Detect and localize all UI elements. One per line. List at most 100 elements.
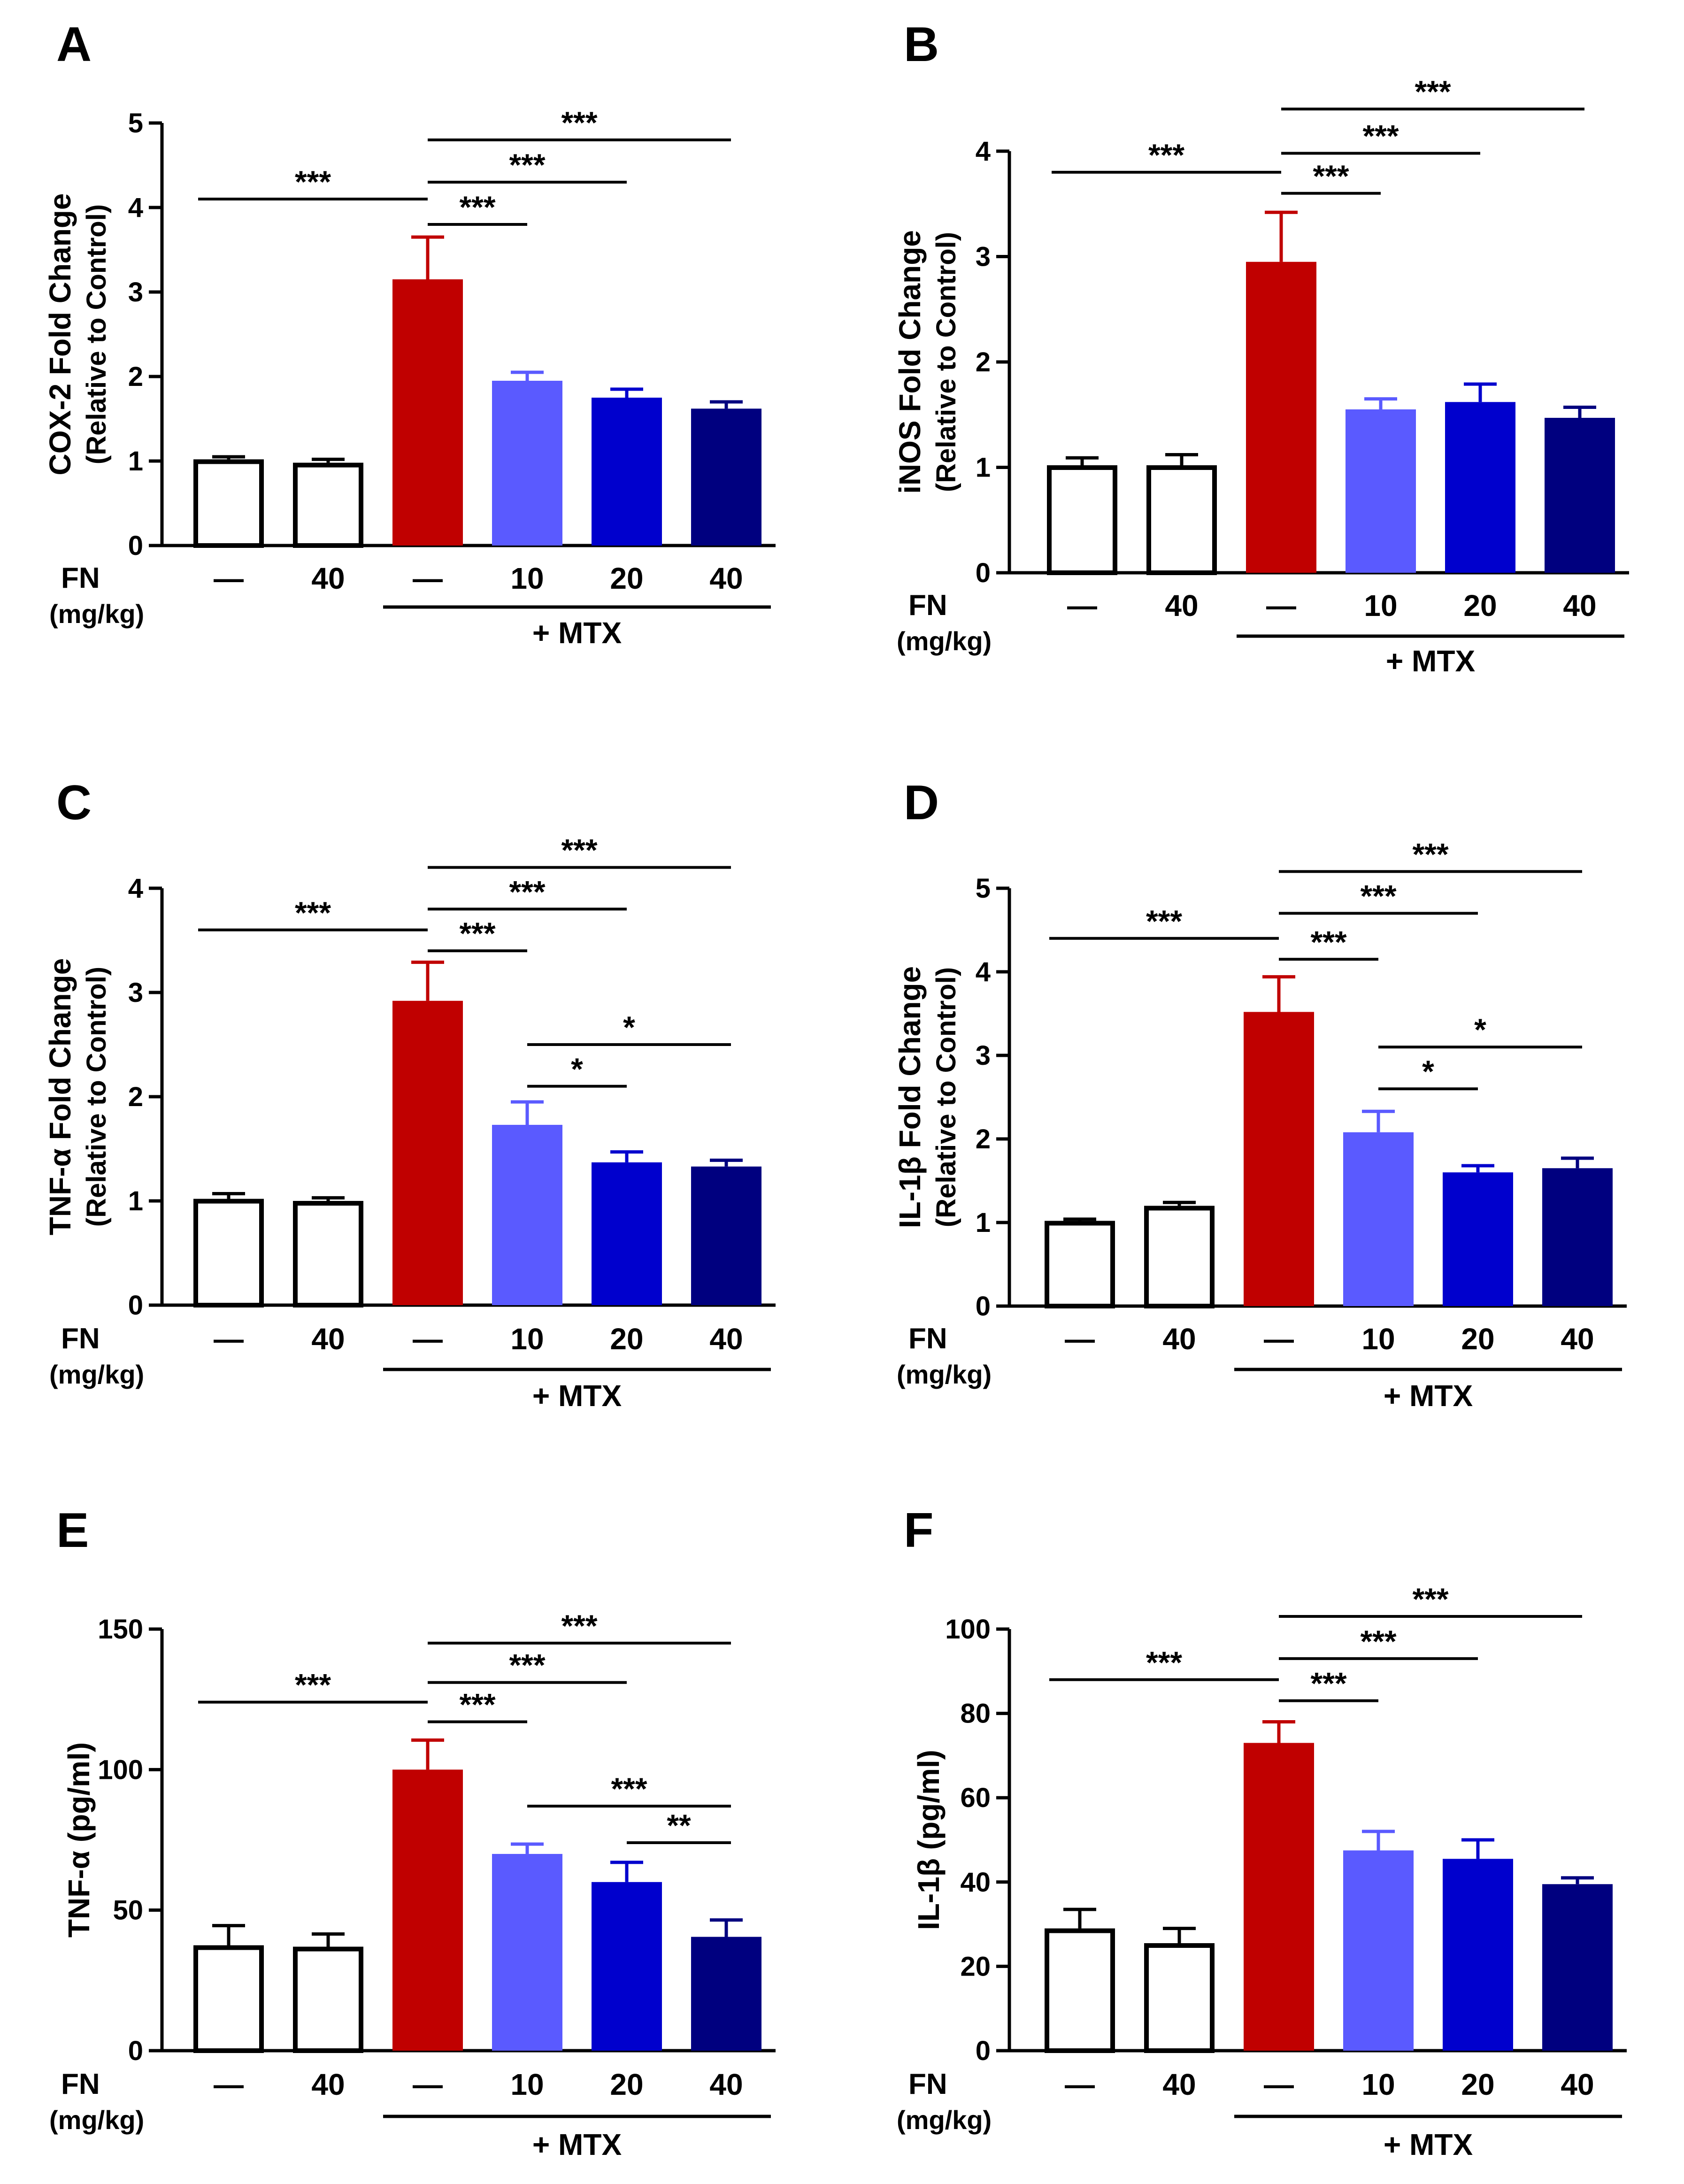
panel-f: F 0 20 40 60 80 100 IL-1β (pg/ml) *** *** *** *** FN…	[897, 1503, 1627, 2161]
dose-label: 20	[610, 561, 643, 595]
significance-label: ***	[459, 916, 495, 951]
bar-f-3	[1244, 1743, 1314, 2051]
y-tick-label: 100	[945, 1614, 991, 1645]
significance-label: *	[623, 1010, 635, 1045]
significance-label: ***	[1360, 1624, 1396, 1659]
y-tick-label: 2	[976, 347, 991, 377]
dose-label: 20	[1463, 589, 1497, 623]
panel-letter: E	[56, 1503, 89, 1558]
significance-label: ***	[295, 164, 331, 199]
y-axis-title: iNOS Fold Change	[893, 230, 927, 494]
dose-label: 10	[510, 1322, 544, 1356]
bar-e-4	[492, 1853, 562, 2051]
mtx-label: + MTX	[532, 2128, 622, 2161]
dose-label: —	[1065, 2068, 1095, 2101]
dose-label: 10	[1361, 2068, 1395, 2101]
bar-f-6	[1542, 1884, 1613, 2051]
panel-letter: A	[56, 17, 92, 72]
bar-a-1	[193, 459, 264, 548]
y-tick-label: 150	[98, 1614, 143, 1645]
y-tick-label: 40	[960, 1867, 991, 1898]
bar-b-5	[1445, 402, 1515, 573]
dose-label: —	[1266, 589, 1296, 623]
bar-c-6	[691, 1166, 761, 1305]
significance-label: ***	[1310, 1666, 1346, 1701]
y-tick-label: 4	[128, 873, 143, 904]
bar-a-3	[392, 279, 463, 546]
bar-c-1	[193, 1199, 264, 1308]
significance-label: *	[571, 1052, 583, 1086]
dose-label: —	[1264, 2068, 1294, 2101]
dose-label: 40	[311, 2068, 345, 2101]
dose-label: 40	[709, 561, 743, 595]
bar-c-4	[492, 1124, 562, 1305]
y-tick-label: 0	[128, 531, 143, 561]
y-tick-label: 80	[960, 1699, 991, 1729]
significance-label: ***	[509, 147, 545, 182]
y-axis-subtitle: (Relative to Control)	[931, 232, 961, 492]
panel-c: C 0 1 2 3 4 TNF-α Fold Change (Relative to Cont…	[43, 776, 776, 1413]
dose-label: —	[1264, 1322, 1294, 1356]
dose-label: 40	[1561, 1322, 1594, 1356]
y-tick-label: 4	[976, 136, 991, 167]
dose-label: 40	[1162, 1322, 1196, 1356]
bar-a-2	[293, 462, 363, 548]
bar-b-1	[1047, 465, 1117, 576]
dose-label: 10	[510, 2068, 544, 2101]
significance-label: ***	[1310, 924, 1346, 959]
y-axis-title: IL-1β Fold Change	[893, 966, 927, 1228]
significance-label: ***	[611, 1771, 647, 1806]
bar-c-5	[592, 1162, 662, 1305]
bar-e-2	[293, 1946, 363, 2053]
dose-label: —	[214, 1322, 244, 1356]
y-tick-label: 60	[960, 1783, 991, 1813]
y-axis-subtitle: (Relative to Control)	[931, 967, 961, 1227]
dose-label: 20	[610, 2068, 643, 2101]
mtx-label: + MTX	[1384, 1379, 1473, 1413]
significance-label: ***	[509, 1648, 545, 1683]
bar-c-2	[293, 1201, 363, 1307]
dose-label: —	[1065, 1322, 1095, 1356]
y-tick-label: 2	[128, 361, 143, 392]
significance-label: ***	[1415, 74, 1451, 109]
dose-label: 40	[709, 1322, 743, 1356]
bar-a-4	[492, 381, 562, 546]
bar-a-6	[691, 408, 761, 546]
bar-d-2	[1144, 1206, 1215, 1308]
bar-f-2	[1144, 1943, 1215, 2053]
y-tick-label: 0	[128, 1290, 143, 1321]
significance-label: ***	[1362, 118, 1399, 153]
mtx-label: + MTX	[532, 1379, 622, 1413]
y-axis-subtitle: (Relative to Control)	[81, 967, 112, 1227]
y-tick-label: 20	[960, 1951, 991, 1982]
panel-d: D 0 1 2 3 4 5 IL-1β Fold Change (Relative to Con…	[893, 776, 1627, 1413]
dose-label: 40	[1561, 2068, 1594, 2101]
significance-label: ***	[1412, 1582, 1448, 1616]
y-tick-label: 3	[128, 977, 143, 1008]
y-tick-label: 5	[976, 873, 991, 904]
y-tick-label: 3	[128, 277, 143, 308]
dose-label: 10	[1361, 1322, 1395, 1356]
significance-label: ***	[459, 1687, 495, 1722]
panel-letter: D	[904, 776, 939, 830]
mtx-label: + MTX	[1384, 2128, 1473, 2161]
mtx-label: + MTX	[532, 616, 622, 650]
significance-label: *	[1422, 1054, 1434, 1089]
group-label: FN	[61, 1323, 100, 1355]
y-tick-label: 1	[128, 446, 143, 477]
dose-label: —	[413, 1322, 443, 1356]
y-tick-label: 100	[98, 1754, 143, 1785]
panel-b: B 0 1 2 3 4 iNOS Fold Change (Relative to Contr…	[893, 17, 1629, 678]
significance-label: ***	[1360, 878, 1396, 913]
y-tick-label: 4	[128, 192, 143, 223]
dose-label: 40	[1162, 2068, 1196, 2101]
bar-e-3	[392, 1769, 463, 2051]
y-tick-label: 3	[976, 242, 991, 272]
y-tick-label: 1	[128, 1186, 143, 1216]
unit-label: (mg/kg)	[49, 2105, 144, 2135]
dose-label: 40	[709, 2068, 743, 2101]
y-tick-label: 1	[976, 1207, 991, 1238]
dose-label: —	[214, 561, 244, 595]
